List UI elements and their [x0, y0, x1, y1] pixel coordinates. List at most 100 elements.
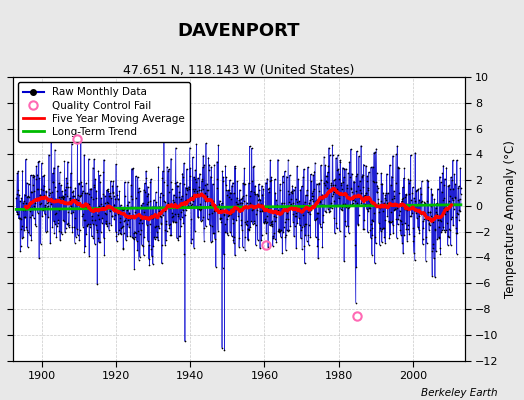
Point — [453, 230, 461, 236]
Point — [435, 174, 444, 180]
Point — [453, 209, 462, 216]
Point — [19, 234, 27, 240]
Point — [211, 206, 219, 213]
Point — [306, 197, 314, 203]
Point — [340, 174, 348, 180]
Point — [221, 229, 230, 236]
Point — [454, 183, 463, 190]
Point — [137, 241, 146, 248]
Point — [56, 169, 64, 176]
Point — [85, 221, 94, 227]
Point — [170, 192, 178, 198]
Point — [436, 179, 445, 185]
Point — [140, 234, 149, 240]
Point — [287, 196, 296, 202]
Point — [113, 238, 121, 244]
Point — [447, 214, 456, 220]
Point — [406, 152, 414, 158]
Point — [238, 194, 247, 201]
Point — [101, 192, 109, 199]
Point — [304, 242, 313, 248]
Point — [268, 221, 276, 227]
Point — [326, 204, 335, 210]
Point — [178, 203, 187, 209]
Point — [187, 202, 195, 208]
Point — [435, 217, 444, 224]
Point — [130, 234, 139, 240]
Point — [446, 186, 454, 192]
Point — [79, 217, 88, 223]
Point — [348, 200, 357, 206]
Point — [247, 202, 256, 208]
Point — [57, 229, 66, 235]
Point — [450, 200, 458, 207]
Point — [412, 206, 420, 212]
Point — [149, 197, 158, 203]
Point — [122, 220, 130, 227]
Point — [63, 158, 72, 165]
Point — [429, 245, 437, 252]
Point — [55, 228, 63, 234]
Point — [112, 233, 121, 239]
Point — [272, 239, 280, 245]
Point — [29, 174, 37, 180]
Point — [35, 175, 43, 182]
Point — [28, 212, 37, 218]
Point — [154, 237, 162, 244]
Point — [351, 242, 359, 249]
Point — [418, 197, 426, 204]
Point — [271, 214, 280, 220]
Point — [431, 226, 440, 233]
Point — [350, 194, 358, 200]
Point — [29, 172, 37, 178]
Point — [24, 193, 32, 200]
Point — [198, 178, 206, 184]
Point — [166, 205, 174, 212]
Point — [85, 201, 94, 208]
Point — [392, 234, 401, 241]
Point — [201, 198, 209, 204]
Text: DAVENPORT: DAVENPORT — [177, 22, 300, 40]
Point — [51, 211, 60, 217]
Point — [17, 195, 26, 201]
Point — [268, 223, 276, 230]
Point — [168, 210, 177, 216]
Point — [275, 227, 283, 233]
Point — [299, 174, 307, 180]
Point — [62, 175, 70, 182]
Point — [54, 206, 63, 213]
Point — [150, 234, 159, 240]
Point — [67, 140, 75, 147]
Point — [173, 235, 181, 241]
Point — [285, 199, 293, 206]
Point — [420, 215, 428, 222]
Point — [374, 196, 382, 202]
Point — [427, 186, 435, 192]
Point — [246, 224, 255, 231]
Point — [139, 242, 147, 249]
Point — [244, 226, 252, 232]
Point — [156, 190, 165, 196]
Point — [396, 208, 404, 214]
Point — [220, 211, 228, 218]
Point — [100, 156, 108, 163]
Point — [20, 198, 28, 204]
Point — [294, 215, 303, 221]
Point — [67, 170, 75, 176]
Point — [102, 211, 110, 218]
Point — [235, 235, 244, 242]
Point — [269, 230, 278, 236]
Point — [127, 193, 136, 200]
Point — [385, 218, 394, 224]
Point — [382, 197, 390, 204]
Point — [78, 190, 86, 197]
Point — [58, 194, 67, 200]
Point — [194, 192, 203, 199]
Point — [438, 170, 446, 177]
Point — [235, 187, 244, 193]
Point — [176, 233, 184, 240]
Point — [101, 221, 110, 227]
Point — [318, 202, 326, 208]
Point — [185, 202, 193, 209]
Point — [128, 234, 136, 240]
